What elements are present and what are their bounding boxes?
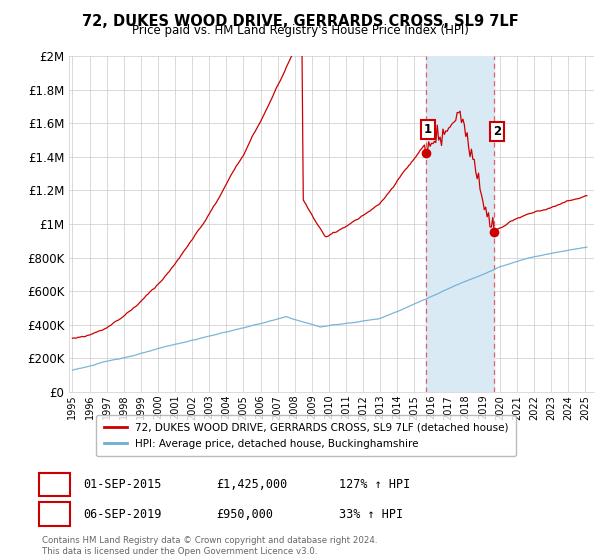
- Text: 72, DUKES WOOD DRIVE, GERRARDS CROSS, SL9 7LF: 72, DUKES WOOD DRIVE, GERRARDS CROSS, SL…: [82, 14, 518, 29]
- Text: £950,000: £950,000: [216, 507, 273, 521]
- Text: 01-SEP-2015: 01-SEP-2015: [83, 478, 161, 491]
- Text: Contains HM Land Registry data © Crown copyright and database right 2024.
This d: Contains HM Land Registry data © Crown c…: [42, 536, 377, 556]
- Legend: 72, DUKES WOOD DRIVE, GERRARDS CROSS, SL9 7LF (detached house), HPI: Average pri: 72, DUKES WOOD DRIVE, GERRARDS CROSS, SL…: [97, 415, 515, 456]
- Text: Price paid vs. HM Land Registry's House Price Index (HPI): Price paid vs. HM Land Registry's House …: [131, 24, 469, 36]
- Text: 1: 1: [50, 478, 59, 491]
- Bar: [426, 56, 494, 392]
- Text: 33% ↑ HPI: 33% ↑ HPI: [339, 507, 403, 521]
- Text: 06-SEP-2019: 06-SEP-2019: [83, 507, 161, 521]
- Text: 127% ↑ HPI: 127% ↑ HPI: [339, 478, 410, 491]
- Text: 2: 2: [493, 125, 501, 138]
- Text: £1,425,000: £1,425,000: [216, 478, 287, 491]
- Text: 2: 2: [50, 507, 59, 521]
- Text: 1: 1: [424, 123, 431, 136]
